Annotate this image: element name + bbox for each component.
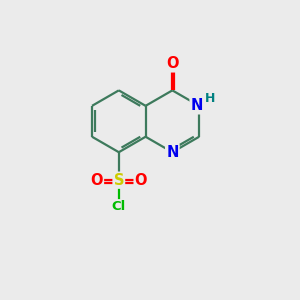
Text: N: N <box>166 145 178 160</box>
Text: H: H <box>205 92 215 105</box>
Text: Cl: Cl <box>112 200 126 213</box>
Text: S: S <box>114 173 124 188</box>
Text: O: O <box>166 56 178 71</box>
Text: O: O <box>91 173 103 188</box>
Text: O: O <box>135 173 147 188</box>
Text: N: N <box>190 98 203 113</box>
